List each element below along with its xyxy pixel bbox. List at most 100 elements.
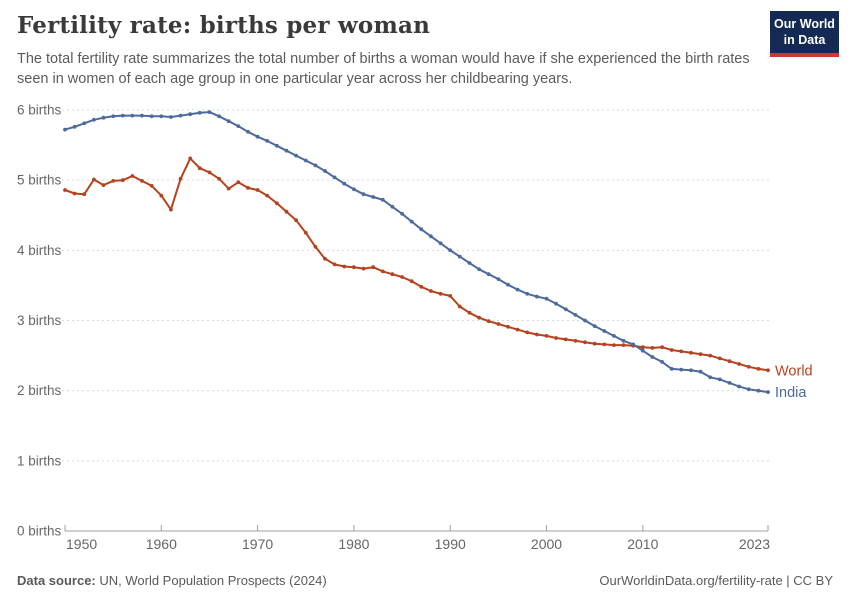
india-point	[197, 110, 202, 115]
india-point	[448, 248, 453, 253]
world-point	[409, 279, 414, 284]
india-point	[342, 181, 347, 186]
india-point	[698, 369, 703, 374]
india-line[interactable]	[64, 111, 769, 394]
world-point	[390, 272, 395, 277]
india-point	[82, 121, 87, 126]
y-tick-label: 3 births	[17, 313, 62, 328]
india-point	[92, 117, 96, 122]
india-point	[766, 390, 770, 394]
owid-logo[interactable]: Our World in Data	[770, 11, 839, 58]
license-link[interactable]: OurWorldinData.org/fertility-rate | CC B…	[599, 573, 833, 588]
world-point	[457, 304, 462, 309]
india-point	[188, 112, 193, 117]
india-point	[294, 153, 298, 158]
owid-logo-line1: Our World	[774, 17, 835, 31]
world-point	[159, 193, 164, 198]
world-point	[486, 319, 491, 324]
world-point	[756, 367, 761, 371]
world-point	[72, 191, 77, 196]
world-point	[698, 352, 703, 357]
india-point	[592, 324, 597, 328]
india-point	[178, 113, 183, 118]
world-point	[535, 332, 539, 337]
india-point	[371, 195, 376, 199]
india-point	[169, 115, 173, 119]
world-point	[303, 230, 308, 235]
world-point	[660, 345, 664, 350]
india-point	[72, 124, 77, 129]
world-point	[602, 342, 607, 347]
india-point	[63, 127, 67, 132]
world-point	[544, 334, 549, 338]
world-point	[679, 349, 684, 354]
india-point	[573, 313, 578, 317]
world-point	[506, 324, 510, 329]
world-point	[120, 178, 125, 183]
india-point	[313, 163, 318, 168]
india-point	[140, 113, 144, 118]
x-tick-label: 1960	[146, 536, 177, 552]
world-point	[169, 207, 173, 212]
data-source: Data source: UN, World Population Prospe…	[17, 573, 327, 588]
india-point	[689, 368, 693, 373]
world-point	[188, 156, 193, 161]
world-point	[342, 264, 347, 269]
india-point	[563, 307, 568, 312]
y-tick-label: 2 births	[17, 383, 62, 398]
world-point	[255, 188, 260, 192]
india-point	[457, 254, 462, 259]
world-point	[640, 345, 645, 350]
series-label-india[interactable]: India	[775, 385, 807, 401]
chart-subtitle: The total fertility rate summarizes the …	[17, 51, 750, 88]
india-point	[727, 381, 732, 385]
world-point	[429, 289, 433, 293]
data-source-label: Data source:	[17, 573, 96, 588]
india-point	[486, 272, 491, 277]
world-point	[592, 341, 597, 346]
world-point	[438, 291, 443, 296]
india-point	[275, 143, 279, 148]
india-point	[515, 287, 520, 292]
world-point	[246, 186, 250, 190]
india-point	[149, 114, 154, 119]
world-point	[650, 346, 655, 350]
chart-header: Fertility rate: births per woman The tot…	[17, 12, 833, 90]
world-point	[294, 218, 298, 223]
world-point	[63, 188, 67, 192]
world-line[interactable]	[64, 157, 769, 372]
india-point	[207, 110, 212, 114]
x-tick-label: 1970	[242, 536, 273, 552]
india-point	[303, 158, 308, 163]
india-point	[544, 296, 549, 301]
world-point	[275, 201, 279, 206]
world-point	[197, 166, 202, 171]
world-point	[669, 348, 674, 352]
india-point	[621, 338, 626, 343]
world-point	[727, 359, 732, 364]
india-point	[101, 115, 106, 120]
world-point	[525, 330, 530, 335]
india-point	[323, 169, 327, 173]
india-point	[438, 241, 443, 246]
india-point	[265, 139, 270, 143]
world-point	[515, 327, 520, 332]
world-point	[467, 310, 472, 315]
india-point	[602, 329, 607, 333]
world-point	[689, 350, 693, 355]
series-label-world[interactable]: World	[775, 363, 813, 379]
india-point	[284, 148, 289, 153]
india-point	[400, 211, 404, 216]
world-point	[332, 262, 337, 267]
world-point	[371, 265, 376, 270]
y-tick-label: 6 births	[17, 103, 62, 118]
india-point	[717, 377, 722, 382]
world-point	[207, 170, 212, 175]
india-point	[120, 113, 125, 118]
owid-logo-line2: in Data	[783, 32, 826, 47]
india-point	[506, 282, 510, 287]
india-point	[217, 114, 222, 119]
world-point	[708, 353, 713, 358]
india-point	[236, 124, 241, 128]
